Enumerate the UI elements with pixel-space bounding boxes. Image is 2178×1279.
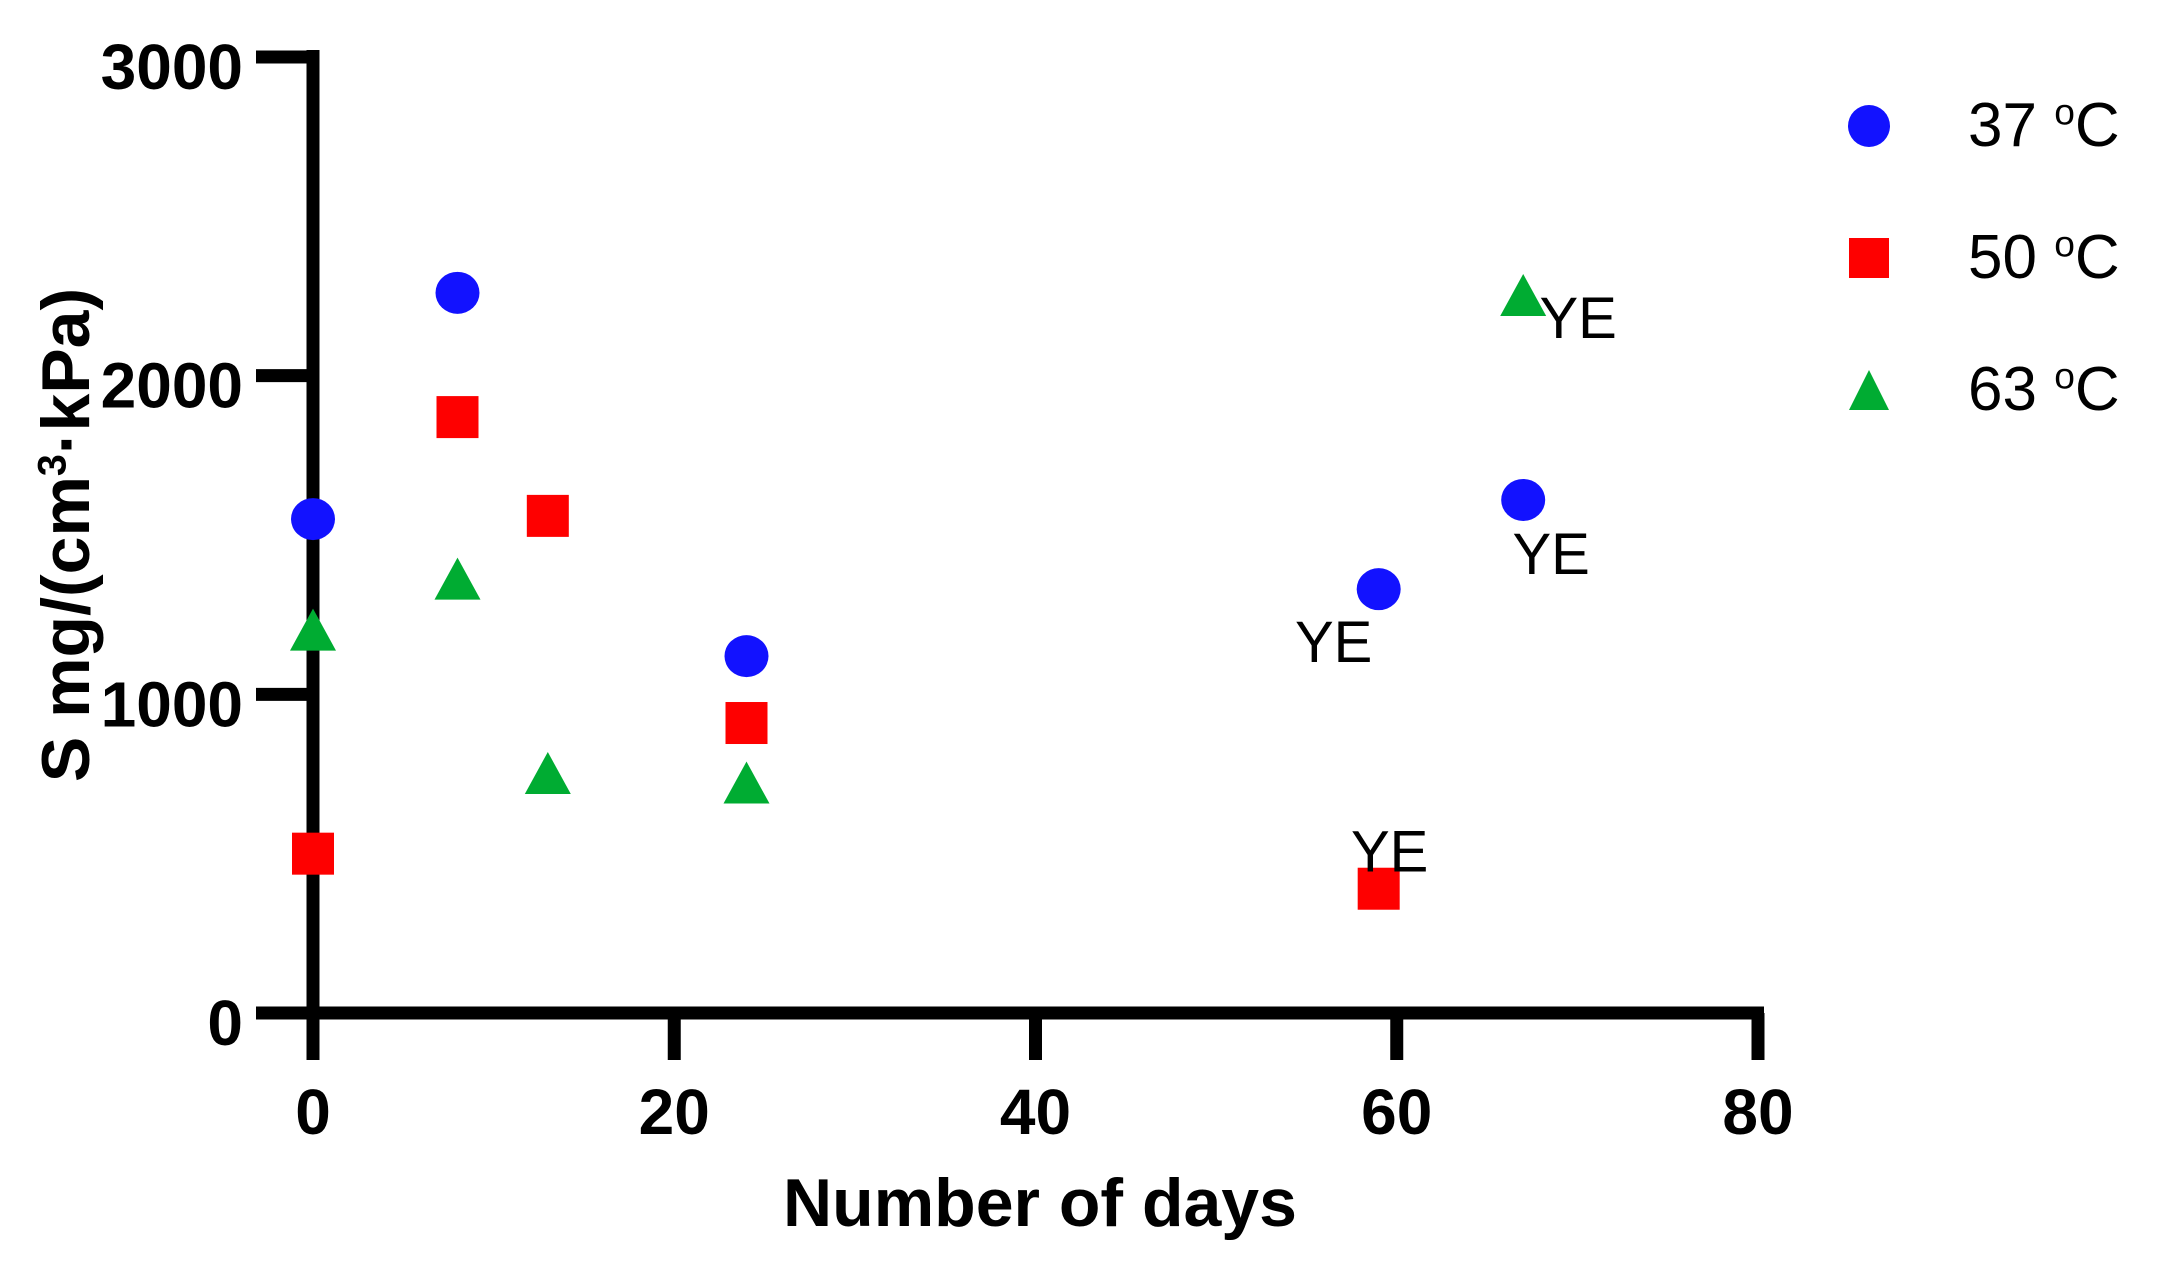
data-point-square-day59	[1357, 867, 1400, 910]
data-point-circle-day67	[1501, 478, 1546, 521]
legend-triangle-shape	[1849, 370, 1889, 410]
x-tick-label: 0	[295, 1076, 331, 1148]
data-point-circle-day24	[724, 635, 769, 678]
legend-row: 37 oC	[1847, 90, 2120, 162]
x-axis-title: Number of days	[783, 1165, 1297, 1241]
legend-label-unit: C	[2074, 91, 2120, 160]
y-axis-title-text: S mg/(cm	[28, 476, 104, 783]
legend-label-number: 63	[1968, 355, 2055, 424]
data-point-triangle-day67	[1500, 274, 1547, 316]
annotation-label: YE	[1540, 286, 1617, 351]
legend-label: 37 oC	[1968, 93, 2120, 157]
legend-triangle-icon	[1849, 370, 1889, 410]
data-point-triangle-day0	[290, 608, 336, 651]
legend-circle-shape	[1848, 105, 1890, 147]
x-tick-label: 20	[639, 1076, 710, 1148]
legend-label-number: 50	[1968, 223, 2055, 292]
legend-row: 50 oC	[1847, 222, 2120, 294]
x-tick-label: 60	[1361, 1076, 1432, 1148]
legend-circle-icon	[1848, 105, 1890, 147]
y-axis-title-superscript: 3	[30, 454, 75, 477]
y-axis-title: S mg/(cm3·kPa)	[28, 288, 104, 782]
data-point-circle-day0	[291, 498, 335, 541]
legend-label: 50 oC	[1968, 225, 2120, 289]
legend-square-shape	[1849, 238, 1889, 278]
legend-label: 63 oC	[1968, 357, 2120, 421]
data-point-triangle-day24	[723, 761, 770, 804]
legend-label-number: 37	[1968, 91, 2055, 160]
data-point-circle-day8	[435, 271, 480, 314]
legend-label-degree-superscript: o	[2054, 354, 2075, 397]
data-point-circle-day59	[1356, 568, 1401, 611]
legend-label-unit: C	[2074, 223, 2120, 292]
y-tick-label: 0	[207, 987, 243, 1059]
x-tick-label: 40	[1000, 1076, 1071, 1148]
y-tick-label: 3000	[101, 31, 243, 103]
legend-square-icon	[1849, 238, 1889, 278]
legend-label-degree-superscript: o	[2054, 222, 2075, 265]
annotation-label: YE	[1513, 522, 1590, 587]
data-point-square-day24	[725, 702, 768, 745]
y-tick-label: 1000	[101, 668, 243, 740]
data-point-triangle-day8	[434, 557, 481, 600]
annotation-label: YE	[1351, 820, 1428, 885]
x-tick-label: 80	[1722, 1076, 1793, 1148]
data-point-square-day0	[292, 832, 334, 875]
annotation-label: YE	[1295, 610, 1372, 675]
y-axis-title-unit: ·kPa)	[28, 287, 104, 455]
data-point-triangle-day13	[524, 752, 571, 794]
y-tick-label: 2000	[101, 350, 243, 422]
legend-row: 63 oC	[1847, 354, 2120, 426]
legend-label-degree-superscript: o	[2054, 90, 2075, 133]
data-point-square-day13	[526, 494, 569, 537]
data-point-square-day8	[436, 396, 479, 439]
legend-label-unit: C	[2074, 355, 2120, 424]
